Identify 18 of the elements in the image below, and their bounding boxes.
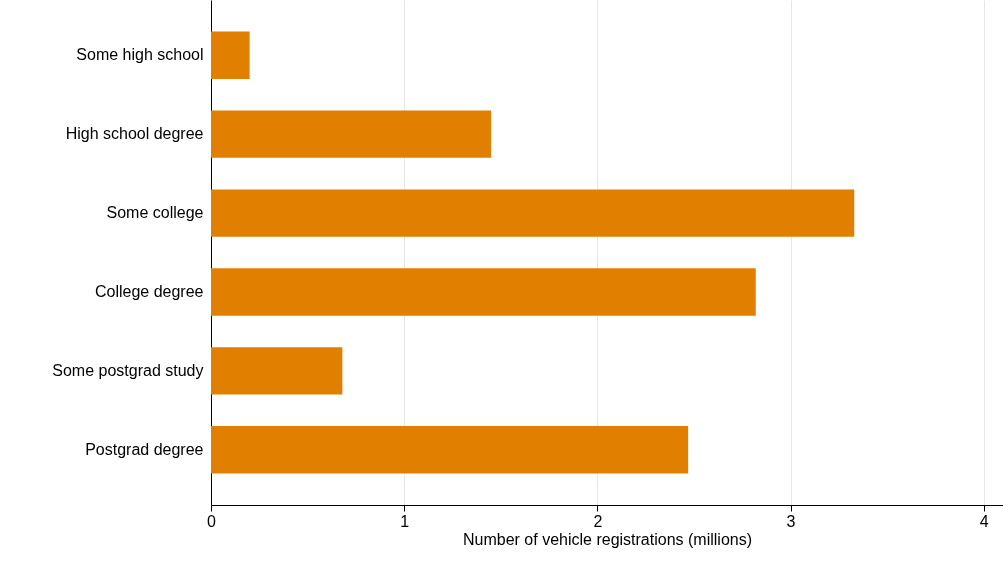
x-tick-label: 0 xyxy=(207,512,217,530)
bar xyxy=(211,347,343,395)
x-tick-label: 2 xyxy=(593,512,603,530)
y-tick-label: Some college xyxy=(106,204,204,222)
x-axis-title: Number of vehicle registrations (millions) xyxy=(463,530,752,548)
y-tick-label: College degree xyxy=(94,282,204,300)
bar xyxy=(211,31,250,79)
bar xyxy=(211,110,492,158)
y-tick-label: Some postgrad study xyxy=(52,361,204,379)
x-tick-label: 4 xyxy=(979,512,989,530)
y-tick-label: Some high school xyxy=(76,46,204,64)
x-tick-label: 3 xyxy=(786,512,796,530)
y-tick-label: High school degree xyxy=(65,125,204,143)
bar xyxy=(211,268,756,316)
bar xyxy=(211,426,689,474)
y-tick-label: Postgrad degree xyxy=(85,440,204,458)
x-tick-label: 1 xyxy=(400,512,410,530)
bar xyxy=(211,189,855,237)
